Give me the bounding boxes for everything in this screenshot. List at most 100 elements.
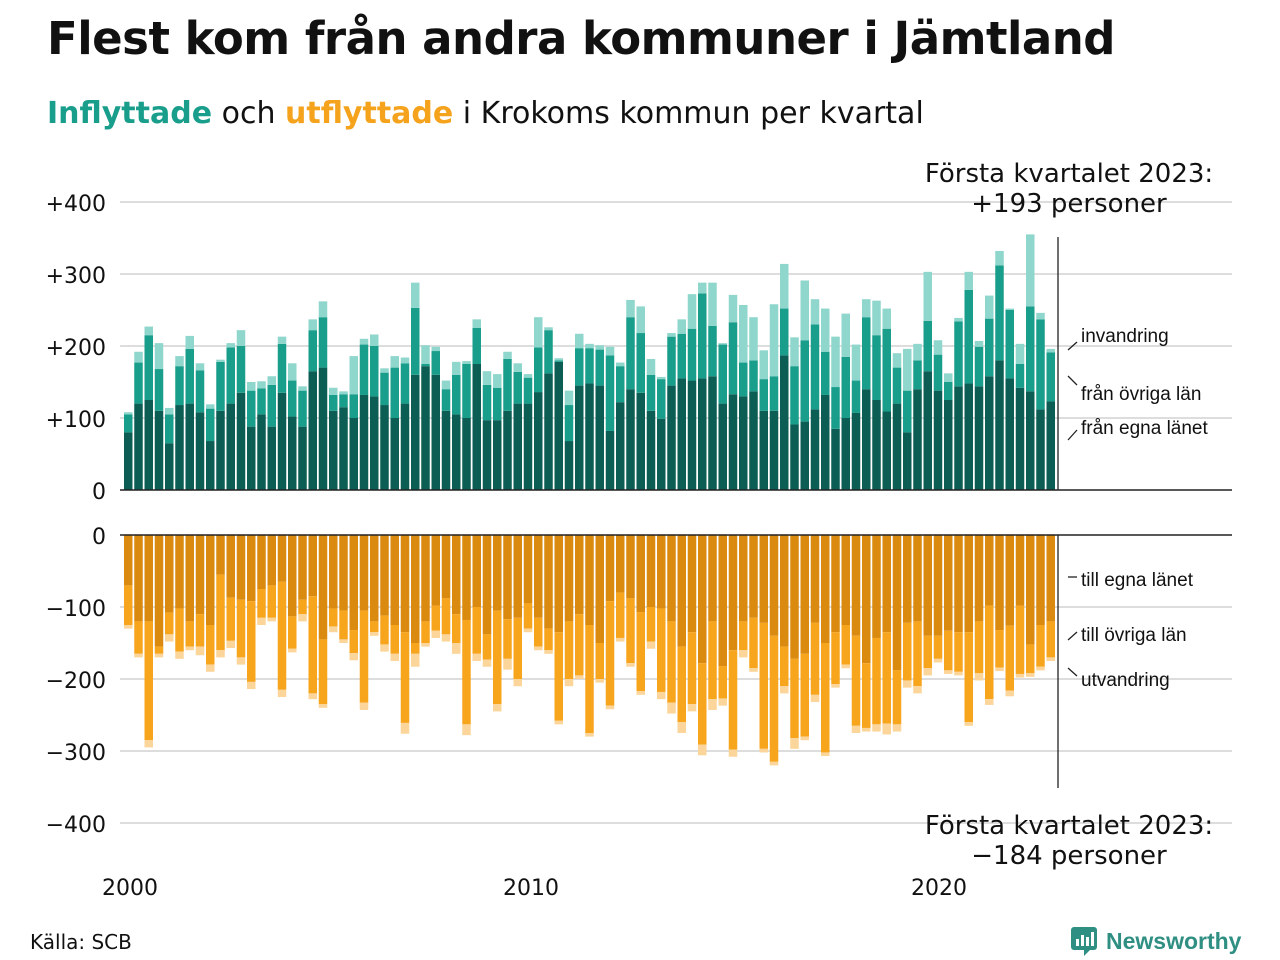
bar-in-immigration bbox=[636, 306, 645, 334]
subtitle-outflow-word: utflyttade bbox=[285, 96, 454, 131]
bar-in-immigration bbox=[513, 363, 522, 372]
bar-in-immigration bbox=[810, 299, 820, 325]
bar-in-immigration bbox=[411, 282, 420, 308]
bar-out-other-lan bbox=[370, 621, 379, 633]
bar-in-same-lan bbox=[657, 418, 666, 490]
bar-out-same-lan bbox=[810, 535, 820, 623]
bar-in-same-lan bbox=[339, 407, 348, 490]
bar-in-immigration bbox=[298, 386, 307, 391]
bar-out-other-lan bbox=[411, 643, 420, 654]
bar-in-immigration bbox=[718, 343, 727, 345]
bar-out-same-lan bbox=[821, 535, 830, 643]
bar-in-immigration bbox=[933, 340, 943, 355]
bar-out-other-lan bbox=[216, 574, 225, 651]
bar-in-immigration bbox=[759, 350, 768, 380]
bar-in-other-lan bbox=[411, 307, 420, 375]
bar-out-other-lan bbox=[462, 619, 471, 725]
bar-in-other-lan bbox=[277, 343, 287, 393]
bar-out-emigration bbox=[800, 736, 809, 741]
bar-out-emigration bbox=[718, 698, 727, 706]
bar-in-immigration bbox=[616, 362, 625, 367]
bar-out-same-lan bbox=[1036, 535, 1045, 625]
bar-in-other-lan bbox=[226, 347, 235, 404]
out-ytick-label: −300 bbox=[46, 741, 106, 766]
bar-out-emigration bbox=[790, 738, 799, 749]
bar-in-immigration bbox=[359, 338, 369, 345]
bar-in-other-lan bbox=[739, 362, 748, 397]
bar-in-same-lan bbox=[554, 361, 563, 490]
bar-in-immigration bbox=[421, 345, 430, 364]
bar-in-immigration bbox=[349, 356, 358, 395]
bar-out-emigration bbox=[708, 699, 717, 710]
bar-out-same-lan bbox=[790, 535, 799, 659]
bar-in-same-lan bbox=[216, 410, 225, 490]
bar-out-same-lan bbox=[195, 535, 205, 615]
bar-in-same-lan bbox=[585, 383, 594, 490]
bar-in-other-lan bbox=[554, 360, 563, 362]
bar-in-same-lan bbox=[1046, 401, 1055, 490]
bar-in-immigration bbox=[431, 346, 440, 352]
bar-in-same-lan bbox=[390, 418, 399, 490]
bar-out-same-lan bbox=[452, 535, 461, 615]
bar-out-other-lan bbox=[595, 643, 604, 679]
bar-in-same-lan bbox=[359, 394, 369, 490]
bar-out-other-lan bbox=[616, 592, 625, 638]
bar-out-emigration bbox=[154, 653, 164, 658]
bar-in-immigration bbox=[503, 351, 512, 359]
bar-out-other-lan bbox=[185, 621, 194, 647]
bar-in-other-lan bbox=[995, 265, 1004, 361]
bar-out-other-lan bbox=[554, 632, 563, 721]
bar-out-emigration bbox=[595, 679, 604, 683]
bar-in-other-lan bbox=[206, 408, 215, 442]
bar-out-emigration bbox=[944, 670, 953, 674]
bar-out-other-lan bbox=[431, 605, 440, 631]
bar-in-same-lan bbox=[923, 371, 932, 490]
bar-out-emigration bbox=[964, 722, 973, 726]
bar-out-emigration bbox=[124, 625, 133, 629]
bar-out-other-lan bbox=[1026, 644, 1035, 674]
bar-in-other-lan bbox=[544, 330, 553, 374]
bar-out-other-lan bbox=[831, 632, 840, 685]
bar-out-other-lan bbox=[882, 632, 891, 724]
bar-out-other-lan bbox=[298, 599, 307, 615]
bar-out-same-lan bbox=[933, 535, 943, 636]
bar-in-immigration bbox=[790, 337, 799, 367]
bar-out-emigration bbox=[329, 626, 338, 633]
bar-in-same-lan bbox=[493, 420, 502, 490]
bar-in-same-lan bbox=[687, 380, 697, 490]
bar-in-immigration bbox=[1005, 308, 1014, 310]
bar-in-same-lan bbox=[1005, 378, 1014, 490]
bar-out-same-lan bbox=[646, 535, 656, 607]
bar-in-same-lan bbox=[441, 410, 451, 490]
bar-out-emigration bbox=[298, 614, 307, 622]
bar-out-same-lan bbox=[257, 535, 266, 589]
bar-in-other-lan bbox=[913, 360, 922, 390]
bar-in-immigration bbox=[780, 263, 789, 309]
bar-out-same-lan bbox=[216, 535, 225, 575]
source-note: Källa: SCB bbox=[30, 930, 132, 954]
bar-in-immigration bbox=[236, 330, 246, 346]
brand-name: Newsworthy bbox=[1106, 927, 1242, 954]
bar-in-other-lan bbox=[964, 289, 973, 384]
bar-out-other-lan bbox=[821, 643, 830, 753]
bar-out-emigration bbox=[974, 673, 984, 681]
bar-in-same-lan bbox=[534, 392, 543, 490]
bar-in-other-lan bbox=[636, 333, 645, 393]
bar-in-same-lan bbox=[236, 392, 246, 490]
out-series-label: till egna länet bbox=[1081, 570, 1194, 591]
in-ytick-label: +100 bbox=[46, 408, 106, 433]
out-series-leader bbox=[1067, 631, 1078, 641]
bar-out-other-lan bbox=[636, 612, 645, 692]
bar-out-other-lan bbox=[175, 608, 184, 652]
bar-in-immigration bbox=[595, 345, 604, 350]
bar-in-other-lan bbox=[1015, 364, 1025, 388]
bar-out-other-lan bbox=[441, 598, 451, 635]
bar-out-same-lan bbox=[390, 535, 399, 625]
bar-in-same-lan bbox=[718, 403, 727, 490]
out-ytick-label: −200 bbox=[46, 669, 106, 694]
bar-in-immigration bbox=[749, 317, 758, 361]
bar-out-other-lan bbox=[195, 614, 205, 647]
bar-in-same-lan bbox=[1026, 391, 1035, 490]
out-series-label: till övriga län bbox=[1081, 625, 1187, 646]
bar-in-same-lan bbox=[995, 360, 1004, 490]
